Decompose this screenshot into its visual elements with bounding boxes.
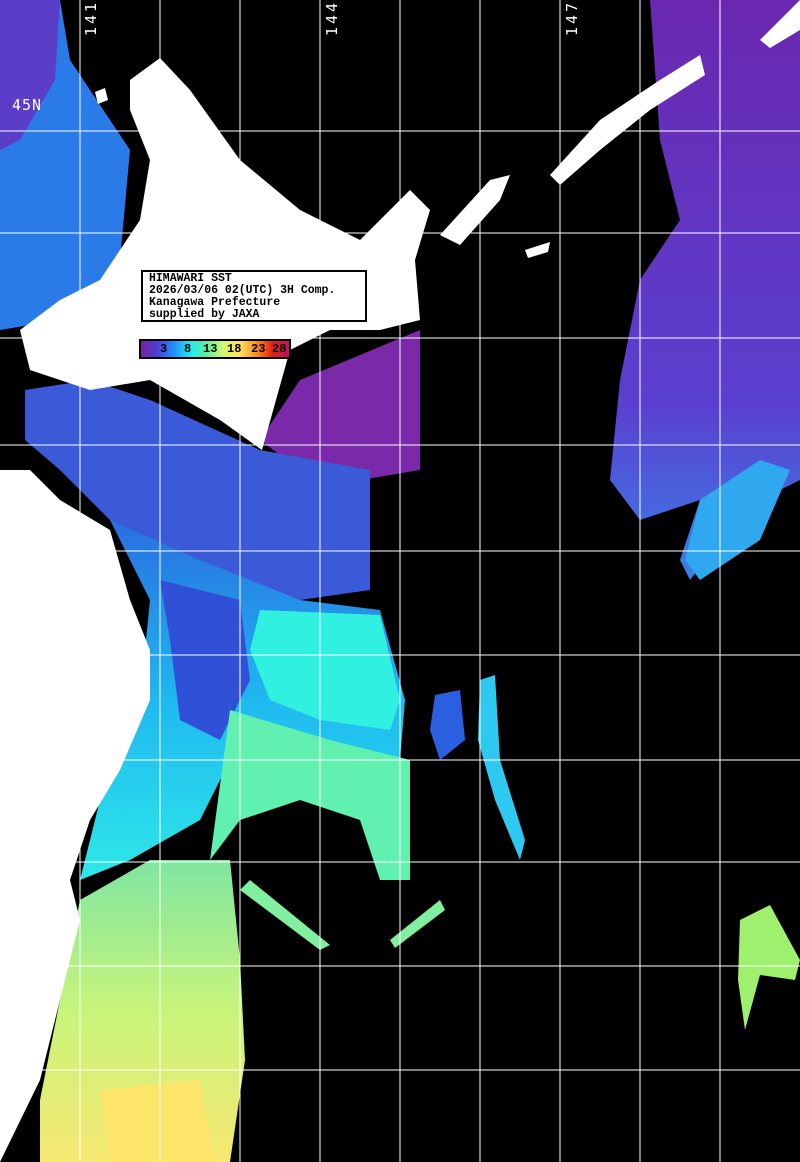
sst-region-warm-eddy (250, 610, 400, 730)
sst-region-hokkaido-south (25, 380, 370, 600)
land-honshu (0, 470, 150, 1162)
info-box: HIMAWARI SST 2026/03/06 02(UTC) 3H Comp.… (141, 270, 367, 322)
land-rishiri (95, 88, 108, 104)
sst-region-east-patch (738, 905, 800, 1030)
land-hokkaido (20, 58, 430, 450)
info-datetime: 2026/03/06 02(UTC) 3H Comp. (149, 284, 336, 297)
color-scale-tick: 3 (160, 342, 168, 356)
sst-region-streak-4 (390, 900, 445, 948)
color-scale-legend: 3 8 13 18 23 28 (139, 339, 291, 359)
color-scale-tick: 23 (251, 342, 266, 356)
sst-region-northeast-edge (685, 460, 790, 580)
land-kuril-kunashiri (440, 175, 510, 245)
sst-region-streak-3 (240, 880, 330, 950)
land-kuril-etorofu (550, 55, 705, 185)
info-supplier: supplied by JAXA (149, 308, 260, 321)
sst-region-streak-1 (478, 675, 525, 860)
sst-region-northwest-purple (0, 0, 60, 150)
sst-region-cold-tongue (160, 580, 250, 740)
lon-label-141e: 141E (82, 0, 100, 36)
color-scale-tick: 13 (203, 342, 218, 356)
lon-label-144e: 144E (323, 0, 341, 36)
sst-region-south-warm (100, 1080, 215, 1162)
sst-region-streak-2 (430, 690, 465, 760)
lat-label-45n: 45N (12, 96, 43, 114)
lon-label-147e: 147E (563, 0, 581, 36)
land-kuril-small (525, 242, 550, 258)
sst-region-okhotsk-east (260, 330, 420, 480)
color-scale-tick: 8 (184, 342, 192, 356)
sst-region-sanriku (80, 520, 405, 880)
land-kuril-north (760, 0, 800, 48)
info-provider-org: Kanagawa Prefecture (149, 296, 281, 309)
sst-region-kuroshio-front (210, 710, 410, 880)
sst-region-northeast (610, 0, 800, 580)
color-scale-tick: 18 (227, 342, 242, 356)
info-title: HIMAWARI SST (149, 272, 232, 285)
color-scale-tick: 28 (272, 342, 287, 356)
